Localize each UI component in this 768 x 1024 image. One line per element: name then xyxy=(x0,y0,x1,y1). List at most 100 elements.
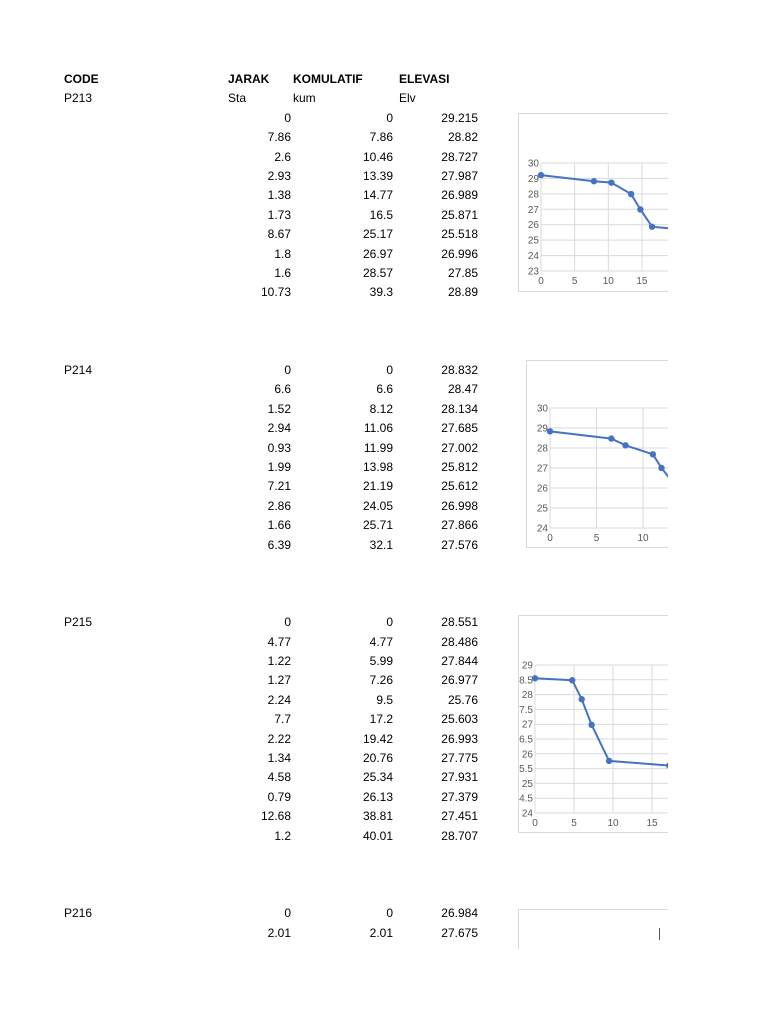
cell-jarak[interactable]: 2.94 xyxy=(267,421,291,436)
cell-jarak[interactable]: 7.86 xyxy=(267,130,291,145)
cell-kumulatif[interactable]: 6.6 xyxy=(376,382,393,397)
cell-kumulatif[interactable]: 13.98 xyxy=(362,460,393,474)
cell-kumulatif[interactable]: 25.17 xyxy=(362,227,393,242)
cell-kumulatif[interactable]: 7.86 xyxy=(369,130,393,145)
cell-jarak[interactable]: 1.8 xyxy=(274,246,291,261)
cell-jarak[interactable]: 2.01 xyxy=(267,925,291,940)
cell-jarak[interactable]: 0.79 xyxy=(267,789,291,804)
cell-elevasi[interactable]: 26.984 xyxy=(441,906,478,921)
cell-kumulatif[interactable]: 16.5 xyxy=(369,207,393,222)
cell-jarak[interactable]: 8.67 xyxy=(267,227,291,242)
cell-jarak[interactable]: 0 xyxy=(284,110,291,125)
cell-elevasi[interactable]: 28.134 xyxy=(441,401,478,416)
cell-elevasi[interactable]: 28.89 xyxy=(447,285,478,300)
cell-jarak[interactable]: 0.93 xyxy=(267,440,291,455)
cell-jarak[interactable]: 6.39 xyxy=(267,537,291,552)
elevation-chart-p213[interactable]: 23 24 25 26 27 28 29 30 0 5 10 15 xyxy=(518,113,668,292)
elevation-chart-p214[interactable]: 24 25 26 27 28 29 30 0 5 10 xyxy=(526,360,668,548)
cell-elevasi[interactable]: 28.82 xyxy=(447,130,478,145)
cell-jarak[interactable]: 1.38 xyxy=(267,188,291,203)
cell-jarak[interactable]: 2.86 xyxy=(267,498,291,513)
cell-kumulatif[interactable]: 26.97 xyxy=(362,246,393,261)
cell-kumulatif[interactable]: 4.77 xyxy=(369,634,393,649)
cell-jarak[interactable]: 1.66 xyxy=(267,518,291,533)
cell-jarak[interactable]: 2.24 xyxy=(267,692,291,707)
cell-elevasi[interactable]: 26.989 xyxy=(441,188,478,203)
cell-elevasi[interactable]: 27.866 xyxy=(441,518,478,533)
cell-jarak[interactable]: 6.6 xyxy=(274,382,291,397)
cell-kumulatif[interactable]: 26.13 xyxy=(362,789,393,804)
cell-kumulatif[interactable]: 14.77 xyxy=(362,188,393,203)
cell-kumulatif[interactable]: 20.76 xyxy=(362,751,393,765)
cell-elevasi[interactable]: 27.844 xyxy=(441,654,478,668)
cell-elevasi[interactable]: 26.998 xyxy=(441,498,478,513)
cell-kumulatif[interactable]: 0 xyxy=(386,615,393,630)
cell-elevasi[interactable]: 28.832 xyxy=(441,363,478,377)
elevation-chart-p216[interactable] xyxy=(518,909,668,949)
cell-elevasi[interactable]: 28.551 xyxy=(441,615,478,630)
cell-elevasi[interactable]: 28.727 xyxy=(441,149,478,164)
cell-kumulatif[interactable]: 38.81 xyxy=(362,809,393,824)
cell-kumulatif[interactable]: 9.5 xyxy=(376,692,393,707)
cell-kumulatif[interactable]: 25.71 xyxy=(362,518,393,533)
cell-elevasi[interactable]: 25.812 xyxy=(441,460,478,474)
cell-elevasi[interactable]: 25.603 xyxy=(441,712,478,727)
cell-kumulatif[interactable]: 40.01 xyxy=(362,828,393,843)
cell-kumulatif[interactable]: 24.05 xyxy=(362,498,393,513)
cell-elevasi[interactable]: 26.993 xyxy=(441,731,478,746)
cell-kumulatif[interactable]: 8.12 xyxy=(369,401,393,416)
cell-elevasi[interactable]: 27.576 xyxy=(441,537,478,552)
elevation-chart-p215[interactable]: 24 24.5 25 25.5 26 26.5 27 27.5 28 28.5 29 0 5 10 15 xyxy=(518,615,668,833)
cell-elevasi[interactable]: 27.775 xyxy=(441,751,478,765)
cell-jarak[interactable]: 1.27 xyxy=(267,673,291,688)
cell-elevasi[interactable]: 27.85 xyxy=(447,266,478,280)
cell-elevasi[interactable]: 28.47 xyxy=(447,382,478,397)
cell-jarak[interactable]: 1.34 xyxy=(267,751,291,765)
cell-elevasi[interactable]: 28.707 xyxy=(441,828,478,843)
cell-elevasi[interactable]: 25.871 xyxy=(441,207,478,222)
cell-kumulatif[interactable]: 0 xyxy=(386,906,393,921)
cell-kumulatif[interactable]: 0 xyxy=(386,363,393,377)
cell-jarak[interactable]: 0 xyxy=(284,906,291,921)
cell-jarak[interactable]: 12.68 xyxy=(260,809,291,824)
cell-kumulatif[interactable]: 2.01 xyxy=(369,925,393,940)
cell-jarak[interactable]: 1.99 xyxy=(267,460,291,474)
cell-elevasi[interactable]: 27.451 xyxy=(441,809,478,824)
cell-kumulatif[interactable]: 11.99 xyxy=(363,440,393,455)
cell-kumulatif[interactable]: 19.42 xyxy=(362,731,393,746)
cell-elevasi[interactable]: 27.685 xyxy=(441,421,478,436)
cell-elevasi[interactable]: 27.379 xyxy=(441,789,478,804)
cell-jarak[interactable]: 1.52 xyxy=(267,401,291,416)
cell-kumulatif[interactable]: 10.46 xyxy=(362,149,393,164)
cell-elevasi[interactable]: 29.215 xyxy=(441,110,478,125)
cell-elevasi[interactable]: 26.977 xyxy=(441,673,478,688)
cell-kumulatif[interactable]: 39.3 xyxy=(369,285,393,300)
cell-jarak[interactable]: 2.93 xyxy=(267,169,291,183)
cell-jarak[interactable]: 1.6 xyxy=(274,266,291,280)
cell-jarak[interactable]: 0 xyxy=(284,615,291,630)
cell-kumulatif[interactable]: 25.34 xyxy=(362,770,393,785)
cell-elevasi[interactable]: 27.931 xyxy=(441,770,478,785)
cell-kumulatif[interactable]: 0 xyxy=(386,110,393,125)
cell-kumulatif[interactable]: 5.99 xyxy=(369,654,393,668)
cell-jarak[interactable]: 1.22 xyxy=(267,654,291,668)
cell-kumulatif[interactable]: 17.2 xyxy=(369,712,393,727)
cell-elevasi[interactable]: 27.002 xyxy=(441,440,478,455)
cell-kumulatif[interactable]: 21.19 xyxy=(362,479,393,494)
cell-elevasi[interactable]: 25.612 xyxy=(441,479,478,494)
cell-jarak[interactable]: 1.73 xyxy=(267,207,291,222)
cell-jarak[interactable]: 2.6 xyxy=(274,149,291,164)
cell-elevasi[interactable]: 25.518 xyxy=(441,227,478,242)
cell-elevasi[interactable]: 26.996 xyxy=(441,246,478,261)
cell-jarak[interactable]: 2.22 xyxy=(267,731,291,746)
cell-elevasi[interactable]: 27.675 xyxy=(441,925,478,940)
cell-jarak[interactable]: 1.2 xyxy=(274,828,291,843)
cell-jarak[interactable]: 4.58 xyxy=(267,770,291,785)
cell-kumulatif[interactable]: 7.26 xyxy=(369,673,393,688)
cell-jarak[interactable]: 4.77 xyxy=(267,634,291,649)
cell-kumulatif[interactable]: 32.1 xyxy=(369,537,393,552)
cell-kumulatif[interactable]: 13.39 xyxy=(362,169,393,183)
cell-jarak[interactable]: 7.7 xyxy=(274,712,291,727)
cell-elevasi[interactable]: 27.987 xyxy=(441,169,478,183)
cell-kumulatif[interactable]: 11.06 xyxy=(363,421,393,436)
